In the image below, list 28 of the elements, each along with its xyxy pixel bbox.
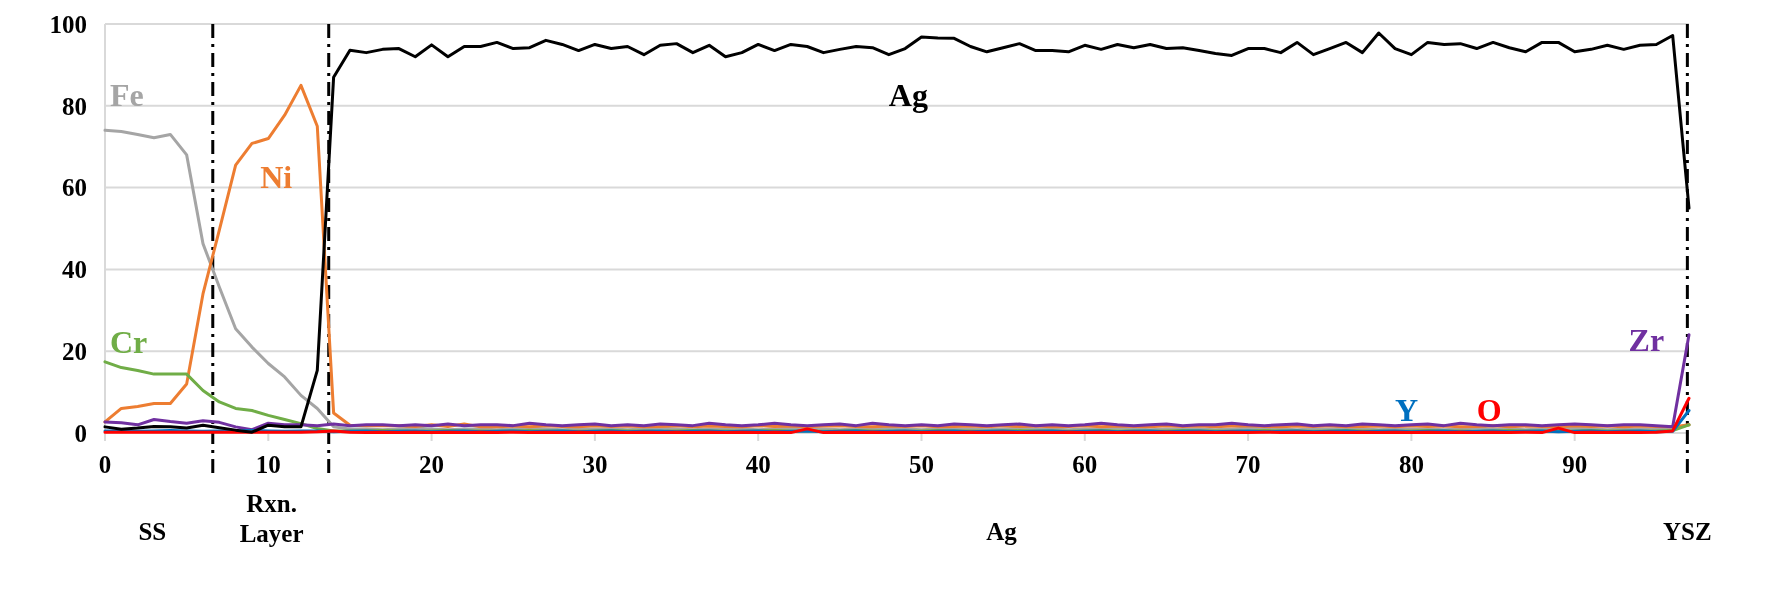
y-tick-label: 20 (62, 337, 87, 365)
series-label: Cr (109, 324, 148, 361)
y-tick-label: 60 (62, 174, 87, 202)
series-label: Y (1395, 391, 1419, 428)
x-tick-label: 90 (1562, 451, 1588, 478)
series-label: Ni (260, 158, 293, 195)
x-tick-label: 80 (1398, 451, 1424, 478)
y-tick-label: 0 (74, 419, 87, 447)
x-tick-label: 50 (908, 451, 934, 478)
series-label: Fe (109, 76, 144, 113)
series-label: Zr (1628, 322, 1665, 359)
x-tick-label: 70 (1235, 451, 1261, 478)
text: YSZ (1663, 518, 1712, 545)
x-tick-label: 30 (582, 451, 608, 478)
y-tick-label: 100 (49, 10, 87, 38)
series-label: Ag (888, 76, 928, 113)
y-tick-label: 80 (62, 92, 87, 120)
x-tick-label: 10 (255, 451, 281, 478)
series-label: O (1476, 391, 1502, 428)
x-tick-label: 20 (419, 451, 445, 478)
line-series (103, 396, 1691, 435)
x-tick-label: 40 (745, 451, 771, 478)
text: SS (138, 518, 167, 545)
text: Rxn. Layer (239, 490, 304, 547)
y-tick-label: 40 (62, 256, 87, 284)
text: Ag (986, 518, 1018, 545)
x-tick-label: 0 (98, 451, 112, 478)
x-tick-label: 60 (1072, 451, 1098, 478)
